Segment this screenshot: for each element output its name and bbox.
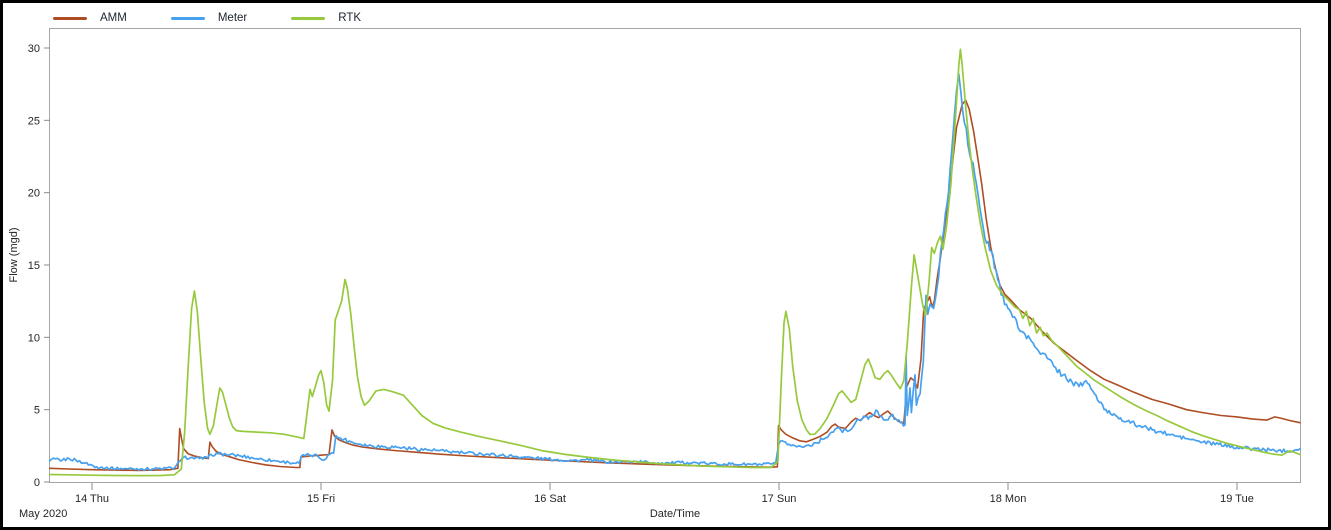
y-tick-label: 10 [28,332,40,344]
series-lines [49,48,1301,477]
x-axis-month-note: May 2020 [19,508,67,520]
legend-item-meter: Meter [170,11,248,25]
legend-swatch-amm [53,16,87,20]
y-tick-label: 0 [34,477,40,489]
series-line-rtk [49,48,1301,477]
legend-label-meter: Meter [217,12,248,24]
legend-label-rtk: RTK [338,12,362,24]
y-tick-label: 20 [28,188,40,200]
legend-item-rtk: RTK [291,11,361,25]
y-axis-title: Flow (mgd) [8,227,20,282]
flow-chart: 0 5 10 15 20 25 30 14 Thu 15 Fri 16 Sat 17 Sun 18 … [8,28,1301,520]
x-tick-label: 18 Mon [990,493,1027,505]
legend-swatch-rtk [291,16,326,20]
plot-area-border [49,28,1301,483]
x-tick-label: 16 Sat [534,493,566,505]
y-tick-label: 30 [28,43,40,55]
legend-item-amm: AMM [53,11,127,25]
y-tick-label: 15 [28,260,40,272]
chart-legend: AMM Meter RTK [53,11,405,25]
legend-swatch-meter [170,16,205,20]
y-tick-label: 5 [34,405,40,417]
x-tick-label: 14 Thu [75,493,109,505]
legend-label-amm: AMM [100,12,127,24]
x-tick-label: 19 Tue [1220,493,1254,505]
series-line-meter [49,73,1301,472]
x-tick-label: 17 Sun [762,493,797,505]
x-axis-title: Date/Time [650,508,700,520]
x-axis-ticks: 14 Thu 15 Fri 16 Sat 17 Sun 18 Mon 19 Tue [75,482,1254,505]
x-tick-label: 15 Fri [307,493,335,505]
y-axis-ticks: 0 5 10 15 20 25 30 [28,43,50,489]
y-tick-label: 25 [28,115,40,127]
